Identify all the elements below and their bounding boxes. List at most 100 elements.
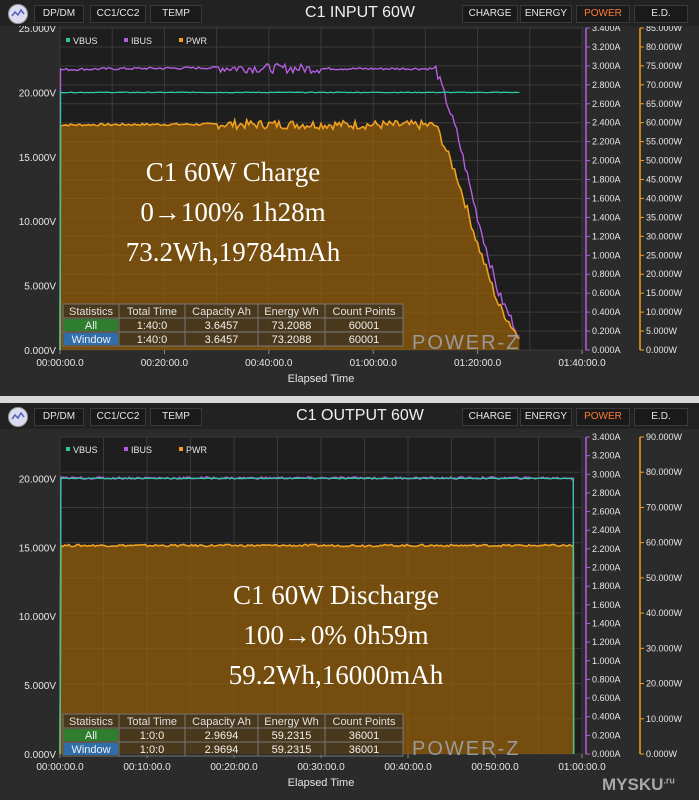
stats-cell: 73.2088 (272, 334, 312, 346)
y-tick-label-a: 1.200A (592, 637, 621, 647)
y-tick-label-v: 10.000V (19, 217, 57, 228)
y-tick-label-a: 2.800A (592, 80, 621, 90)
x-axis-title: Elapsed Time (288, 777, 355, 789)
tab-dp-dm[interactable]: DP/DM (34, 408, 84, 426)
x-tick-label: 01:00:00.0 (350, 358, 398, 369)
app-logo-icon (8, 407, 28, 427)
y-tick-label-a: 3.000A (592, 469, 621, 479)
tab-charge[interactable]: CHARGE (462, 5, 518, 23)
stats-cell: 60001 (349, 334, 380, 346)
toolbar: DP/DM CC1/CC2 TEMP C1 INPUT 60W CHARGE E… (0, 0, 699, 27)
y-tick-label-w: 30.000W (646, 643, 683, 653)
legend-label: VBUS (73, 445, 98, 455)
panel-title: C1 OUTPUT 60W (296, 407, 424, 424)
pwr-area (60, 119, 520, 351)
power-z-watermark: POWER-Z (412, 332, 520, 354)
stats-row-label-bg (64, 333, 118, 345)
y-tick-label-a: 2.600A (592, 507, 621, 517)
x-tick-label: 01:40:00.0 (558, 358, 606, 369)
annotation-line: C1 60W Charge (146, 157, 321, 187)
x-tick-label: 00:10:00.0 (123, 762, 171, 773)
tab-energy[interactable]: ENERGY (520, 408, 572, 426)
stats-header: Count Points (333, 716, 396, 728)
tab-dp-dm[interactable]: DP/DM (34, 5, 84, 23)
tab-temp[interactable]: TEMP (150, 408, 202, 426)
stats-cell: 36001 (349, 730, 380, 742)
y-tick-label-a: 1.800A (592, 175, 621, 185)
y-tick-label-w: 15.000W (646, 288, 683, 298)
stats-row-label-bg (64, 729, 118, 741)
y-tick-label-w: 25.000W (646, 250, 683, 260)
y-tick-label-a: 3.200A (592, 42, 621, 52)
x-tick-label: 00:40:00.0 (384, 762, 432, 773)
stats-header: Statistics (69, 716, 114, 728)
y-tick-label-a: 0.000A (592, 345, 621, 355)
stats-header: Count Points (333, 306, 396, 318)
x-tick-label: 00:30:00.0 (297, 762, 345, 773)
tab-ed[interactable]: E.D. (634, 5, 688, 23)
stats-table (62, 303, 404, 347)
pwr-area (60, 544, 574, 754)
pwr-line (59, 117, 520, 351)
legend-swatch (179, 38, 183, 42)
y-tick-label-w: 80.000W (646, 42, 683, 52)
stats-row-label: Window (71, 334, 110, 346)
y-tick-label-a: 0.600A (592, 288, 621, 298)
x-tick-label: 00:20:00.0 (141, 358, 189, 369)
power-z-watermark: POWER-Z (412, 738, 520, 760)
stats-cell: 73.2088 (272, 320, 312, 332)
stats-header: Energy Wh (264, 716, 318, 728)
annotation-line: 73.2Wh,19784mAh (126, 237, 341, 267)
y-tick-label-a: 0.000A (592, 749, 621, 759)
y-tick-label-a: 3.200A (592, 451, 621, 461)
x-tick-label: 00:40:00.0 (245, 358, 293, 369)
y-tick-label-w: 20.000W (646, 679, 683, 689)
annotation-line: 100→0% 0h59m (243, 620, 428, 650)
x-tick-label: 00:20:00.0 (210, 762, 258, 773)
annotation-line: 0→100% 1h28m (140, 197, 325, 227)
y-tick-label-a: 0.200A (592, 326, 621, 336)
stats-cell: 2.9694 (205, 730, 239, 742)
y-tick-label-w: 60.000W (646, 538, 683, 548)
y-tick-label-v: 5.000V (24, 282, 56, 293)
y-tick-label-a: 1.200A (592, 231, 621, 241)
y-tick-label-w: 50.000W (646, 156, 683, 166)
stats-row-label: All (85, 320, 97, 332)
site-suffix: .ru (663, 775, 675, 786)
y-tick-label-a: 1.600A (592, 193, 621, 203)
x-tick-label: 00:00:00.0 (36, 358, 84, 369)
stats-cell: 1:40:0 (137, 334, 168, 346)
panel-title: C1 INPUT 60W (305, 4, 415, 21)
y-tick-label-a: 2.800A (592, 488, 621, 498)
stats-header: Energy Wh (264, 306, 318, 318)
power-chart: VBUS IBUS PWR 25.000V 20.000V 15.000V 10.000V 5… (0, 26, 699, 396)
y-tick-label-w: 45.000W (646, 175, 683, 185)
legend-label: VBUS (73, 36, 98, 46)
tab-charge[interactable]: CHARGE (462, 408, 518, 426)
x-tick-label: 01:20:00.0 (454, 358, 502, 369)
x-tick-label: 00:50:00.0 (471, 762, 519, 773)
stats-row-label-bg (64, 743, 118, 755)
tab-temp[interactable]: TEMP (150, 5, 202, 23)
legend-swatch (179, 447, 183, 451)
y-tick-label-a: 1.000A (592, 656, 621, 666)
tab-ed[interactable]: E.D. (634, 408, 688, 426)
site-name: MYSKU (602, 775, 664, 794)
tab-power[interactable]: POWER (576, 408, 630, 426)
vbus-line (59, 91, 520, 350)
legend-label: PWR (186, 445, 207, 455)
tab-power[interactable]: POWER (576, 5, 630, 23)
y-tick-label-v: 25.000V (19, 26, 57, 35)
y-tick-label-v: 0.000V (24, 750, 56, 761)
stats-row-label: All (85, 730, 97, 742)
stats-row-label-bg (64, 319, 118, 331)
y-tick-label-w: 5.000W (646, 326, 678, 336)
tab-cc1-cc2[interactable]: CC1/CC2 (90, 5, 146, 23)
y-tick-label-a: 3.400A (592, 432, 621, 442)
tab-energy[interactable]: ENERGY (520, 5, 572, 23)
chart-panel-input: DP/DM CC1/CC2 TEMP C1 INPUT 60W CHARGE E… (0, 0, 699, 396)
y-tick-label-a: 2.200A (592, 137, 621, 147)
tab-cc1-cc2[interactable]: CC1/CC2 (90, 408, 146, 426)
y-tick-label-a: 1.000A (592, 250, 621, 260)
y-tick-label-w: 75.000W (646, 61, 683, 71)
